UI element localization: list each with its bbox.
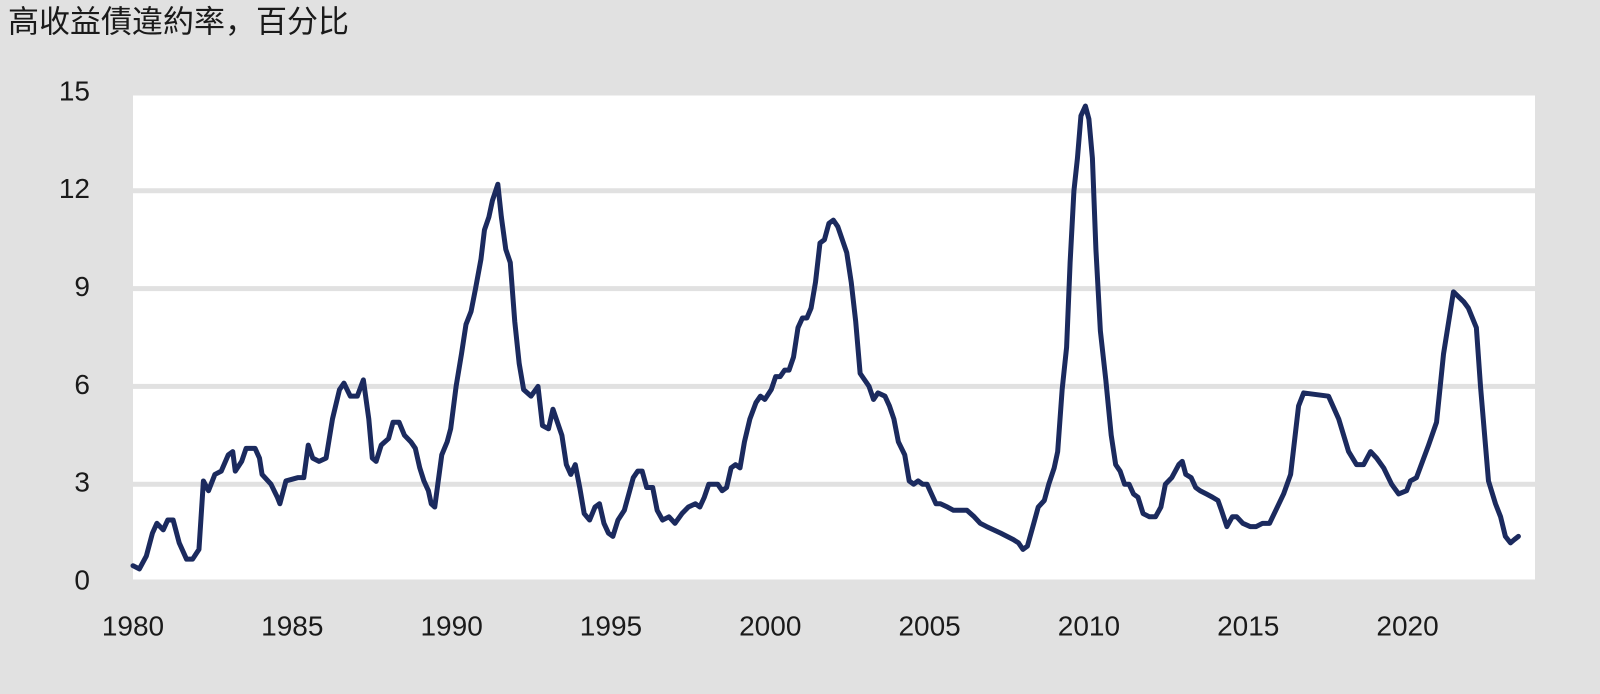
x-tick-label: 2015 (1217, 610, 1279, 641)
x-tick-label: 2020 (1376, 610, 1438, 641)
x-tick-label: 1995 (580, 610, 642, 641)
x-tick-label: 2010 (1058, 610, 1120, 641)
y-tick-label: 0 (74, 564, 90, 595)
x-tick-label: 2000 (739, 610, 801, 641)
data-line (130, 103, 1521, 572)
y-tick-label: 15 (59, 75, 90, 106)
y-tick-label: 12 (59, 173, 90, 204)
y-tick-label: 3 (74, 467, 90, 498)
x-tick-label: 1990 (420, 610, 482, 641)
y-tick-label: 9 (74, 271, 90, 302)
x-tick-label: 1980 (102, 610, 164, 641)
chart-title: 高收益債違約率，百分比 (8, 5, 349, 41)
x-tick-label: 2005 (898, 610, 960, 641)
y-tick-label: 6 (74, 369, 90, 400)
x-tick-label: 1985 (261, 610, 323, 641)
plot-area (133, 93, 1535, 582)
